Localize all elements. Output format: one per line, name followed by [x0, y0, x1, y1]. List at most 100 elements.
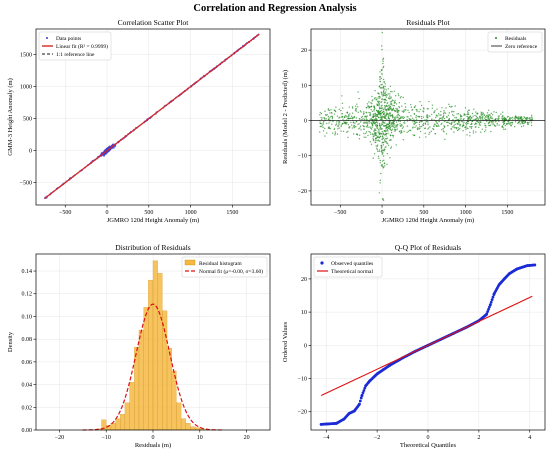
residual-point	[378, 150, 380, 153]
residual-point	[322, 130, 325, 132]
residual-point	[379, 80, 381, 83]
residual-point	[480, 113, 482, 115]
residual-point	[382, 108, 385, 111]
residual-point	[476, 120, 479, 123]
axes-frame	[310, 28, 546, 206]
residual-point	[451, 114, 454, 116]
qq-point	[342, 417, 346, 421]
residual-point	[394, 101, 396, 104]
residual-point	[359, 125, 362, 127]
residual-point	[419, 125, 421, 128]
residual-point	[491, 117, 494, 119]
residual-point	[421, 117, 423, 120]
residual-point	[454, 105, 456, 107]
residual-point	[411, 108, 414, 111]
residual-point	[371, 95, 373, 98]
residual-point	[346, 111, 348, 114]
residual-point	[319, 111, 321, 114]
residual-point	[376, 125, 379, 127]
x-tick-label: 0	[427, 435, 430, 441]
y-tick-label: 500	[23, 117, 32, 123]
residual-point	[368, 106, 371, 109]
residual-point	[413, 121, 416, 123]
residual-point	[362, 118, 364, 120]
residual-point	[358, 117, 361, 120]
residual-point	[489, 113, 491, 116]
residual-point	[348, 127, 350, 129]
residual-point	[438, 118, 440, 121]
residual-point	[381, 128, 383, 130]
residual-point	[380, 77, 382, 80]
residual-point	[522, 122, 524, 124]
residual-point	[327, 109, 330, 111]
residual-point	[418, 115, 420, 118]
qq-point	[489, 300, 493, 304]
y-axis-label: Density	[7, 331, 14, 352]
residual-point	[409, 103, 412, 106]
residual-point	[394, 118, 397, 121]
residual-point	[484, 129, 487, 131]
residual-point	[384, 117, 387, 120]
residual-point	[414, 122, 416, 124]
residual-point	[443, 125, 445, 127]
residual-point	[383, 150, 385, 152]
residual-point	[481, 114, 483, 117]
residual-point	[338, 127, 340, 129]
residual-point	[346, 131, 348, 133]
y-tick-label: −10	[298, 154, 307, 160]
residual-point	[371, 124, 374, 126]
residual-point	[523, 116, 525, 118]
y-tick-label: 0.04	[22, 383, 33, 389]
residual-point	[378, 105, 380, 107]
residual-point	[394, 110, 396, 112]
x-tick-label: 1000	[185, 210, 197, 216]
histogram-bar	[115, 418, 121, 431]
residual-point	[346, 121, 348, 124]
residual-point	[453, 124, 455, 127]
residual-point	[420, 115, 423, 118]
residual-point	[414, 105, 417, 107]
y-tick-label: 1000	[20, 85, 32, 91]
axes-frame	[35, 28, 271, 206]
residual-point	[379, 97, 381, 99]
residual-point	[509, 116, 511, 119]
residual-point	[420, 125, 423, 128]
residual-point	[413, 134, 416, 136]
residual-point	[393, 125, 395, 127]
residual-point	[333, 128, 336, 130]
residual-point	[382, 135, 384, 137]
residual-point	[517, 121, 520, 123]
residual-point	[382, 125, 385, 127]
residual-point	[482, 113, 484, 116]
residual-point	[411, 117, 414, 120]
residual-point	[329, 116, 332, 118]
x-tick-label: 20	[244, 435, 250, 441]
residual-point	[385, 127, 388, 129]
residual-point	[393, 130, 396, 132]
residual-point	[376, 144, 379, 146]
histogram-bar	[190, 426, 196, 431]
x-tick-label: −20	[55, 435, 64, 441]
residual-point	[331, 115, 333, 118]
residual-point	[347, 115, 349, 118]
residual-point	[443, 117, 446, 120]
residual-point	[381, 31, 383, 34]
residual-point	[351, 107, 354, 109]
residual-point	[369, 141, 371, 143]
residual-point	[381, 164, 383, 166]
residual-point	[379, 162, 382, 164]
qq-point	[490, 298, 494, 302]
residual-point	[422, 124, 425, 127]
residual-point	[400, 116, 403, 118]
residual-point	[394, 94, 397, 97]
residual-point	[380, 133, 382, 135]
histogram-bar	[138, 329, 144, 431]
residual-point	[375, 134, 378, 137]
residual-point	[376, 136, 379, 139]
residual-point	[382, 78, 385, 81]
residual-point	[485, 116, 487, 119]
residual-point	[418, 136, 421, 139]
residual-point	[520, 125, 523, 128]
residual-point	[417, 127, 419, 129]
residual-point	[378, 85, 381, 87]
